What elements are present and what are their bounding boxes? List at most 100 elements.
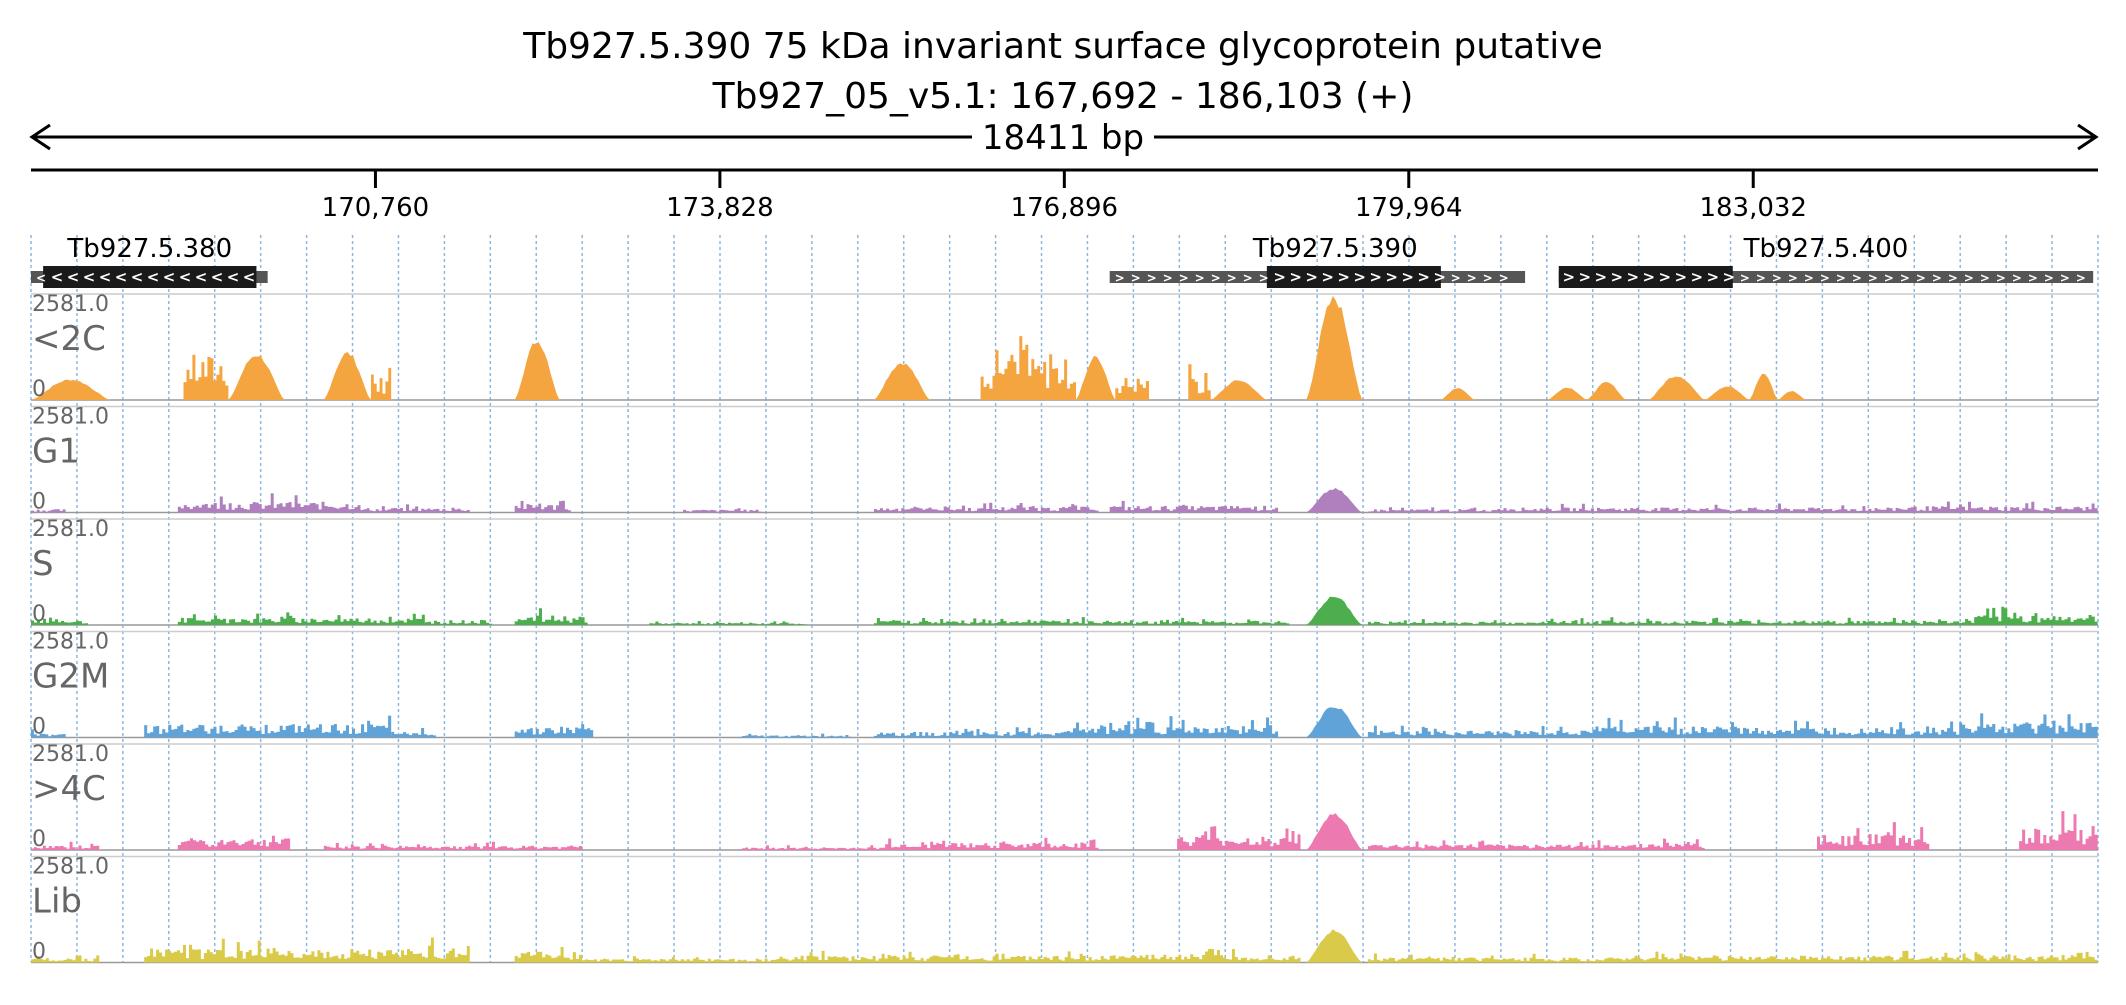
coverage-segment [1306,707,1363,738]
strand-arrow-icon: > [1321,268,1334,286]
coverage-segment [1777,391,1806,400]
strand-arrow-icon: < [211,268,224,286]
coverage-segment [31,379,111,400]
coverage-segment [177,835,291,850]
strand-arrow-icon: > [1483,271,1493,285]
strand-arrow-icon: > [1353,268,1366,286]
strand-arrow-icon: < [227,268,240,286]
coverage-track-2: 2581.0 0 S [31,517,2098,627]
track-ymin-label: 0 [32,827,46,852]
strand-arrow-icon: > [1788,271,1798,285]
track-ymax-label: 2581.0 [32,292,109,317]
strand-arrow-icon: > [1115,271,1125,285]
coverage-segment [873,727,1077,738]
strand-arrow-icon: < [51,268,64,286]
strand-arrow-icon: > [2076,271,2086,285]
coverage-segment [806,950,1110,963]
coverage-segment [357,504,470,513]
track-name-label: S [32,544,54,584]
coverage-segment [1704,386,1750,400]
coverage-segment [31,729,66,738]
strand-arrow-icon: > [1884,271,1894,285]
coverage-segment [1637,951,1885,963]
strand-arrow-icon: > [1996,271,2006,285]
coverage-track-0: 2581.0 0 <2C [31,292,2098,402]
coverage-segment [391,728,437,738]
track-name-label: >4C [32,769,106,809]
coverage-segment [514,608,588,625]
strand-arrow-icon: < [179,268,192,286]
strand-arrow-icon: > [1227,271,1237,285]
coverage-segment [183,354,229,400]
strand-arrow-icon: < [243,268,256,286]
gene-cds [1266,266,1441,288]
coverage-segment [1592,717,1716,738]
strand-arrow-icon: > [1804,271,1814,285]
coverage-segment [1306,929,1363,963]
x-tick-label: 176,896 [1011,193,1119,223]
gridlines [30,235,2099,962]
track-name-label: G1 [32,432,80,472]
coverage-track-1: 2581.0 0 G1 [31,405,2098,515]
strand-arrow-icon: > [1305,268,1318,286]
strand-arrow-icon: > [1690,268,1703,286]
strand-arrow-icon: < [115,268,128,286]
strand-arrow-icon: > [1499,271,1509,285]
axis-ticks: 170,760 173,828 176,896 179,964 183,032 [322,170,1807,223]
coverage-segment [885,837,1099,850]
track-ymin-label: 0 [32,490,46,515]
gene-label: Tb927.5.390 [1252,234,1418,264]
strand-arrow-icon: > [1980,271,1990,285]
coverage-segment [1210,380,1267,400]
coverage-segment [1367,507,1492,513]
coverage-segment [1491,503,1694,513]
coverage-segment [873,617,1121,625]
strand-arrow-icon: > [1706,268,1719,286]
coverage-segment [1749,373,1778,400]
gene-annotation-track: < < < < < < < < < < < < < <Tb927.5.380> > > > > > > > > > > > > > >… [31,234,2094,288]
coverage-segment [1306,813,1363,850]
strand-arrow-icon: > [2012,271,2022,285]
track-name-label: Lib [32,882,82,922]
coverage-track-3: 2581.0 0 G2M [31,630,2098,740]
coverage-segment [144,715,392,738]
strand-arrow-icon: > [1179,271,1189,285]
x-tick-label: 173,828 [666,193,774,223]
strand-arrow-icon: > [1674,268,1687,286]
coverage-segment [649,621,807,625]
coverage-segment [1895,501,2098,513]
gene-cds [43,266,257,288]
track-ymin-label: 0 [32,715,46,740]
strand-arrow-icon: > [1594,268,1607,286]
span-arrow-right-icon [2077,123,2099,151]
coverage-segment [1648,376,1705,400]
span-length-label: 18411 bp [982,118,1144,158]
strand-arrow-icon: > [1369,268,1382,286]
strand-arrow-icon: > [1401,268,1414,286]
strand-arrow-icon: > [1642,268,1655,286]
strand-arrow-icon: < [147,268,160,286]
strand-arrow-icon: > [1163,271,1173,285]
coverage-tracks: 2581.00<2C2581.00G12581.00S2581.00G2M258… [31,292,2098,965]
strand-arrow-icon: > [1131,271,1141,285]
strand-arrow-icon: > [1722,268,1735,286]
coverage-segment [873,363,931,400]
gene-title: Tb927.5.390 75 kDa invariant surface gly… [522,26,1603,67]
strand-arrow-icon: > [1147,271,1157,285]
strand-arrow-icon: > [1948,271,1958,285]
coverage-segment [1306,596,1363,625]
strand-arrow-icon: > [1772,271,1782,285]
coverage-segment [177,612,425,625]
strand-arrow-icon: < [131,268,144,286]
strand-arrow-icon: > [1820,271,1830,285]
coverage-segment [1586,382,1627,400]
coverage-track-5: 2581.0 0 Lib [31,855,2098,965]
span-arrow-left-icon [29,123,51,151]
track-ymax-label: 2581.0 [32,630,109,655]
track-ymin-label: 0 [32,377,46,402]
coverage-segment [424,620,493,625]
coverage-segment [1974,713,2098,738]
coverage-segment [1109,948,1301,963]
